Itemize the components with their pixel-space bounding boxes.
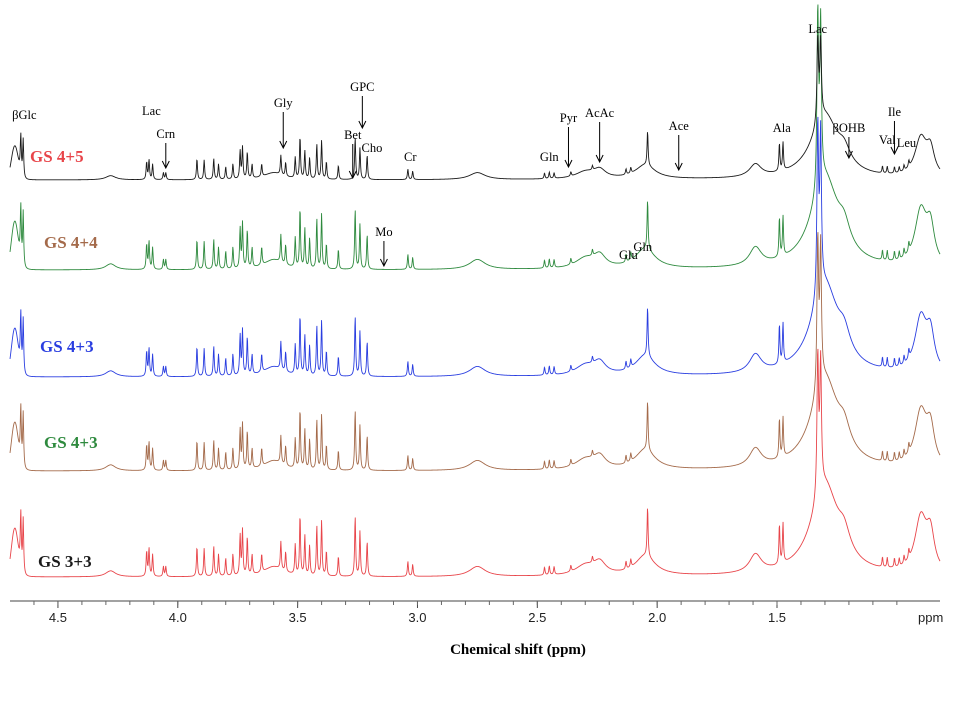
peak-label: Cr	[404, 150, 417, 164]
peak-arrow	[161, 143, 170, 170]
x-unit-label: ppm	[918, 610, 943, 625]
peak-label: GPC	[350, 80, 374, 94]
peak-label: Bet	[344, 128, 362, 142]
series-label: GS 4+3	[44, 433, 98, 452]
spectrum-trace	[9, 35, 941, 181]
peak-arrow	[595, 122, 604, 164]
peak-label: AcAc	[585, 106, 615, 120]
peak-label: Gln	[633, 240, 653, 254]
peak-label: Val	[879, 133, 896, 147]
x-tick-label: 4.0	[169, 610, 187, 625]
peak-arrow	[674, 135, 683, 172]
peak-label: Cho	[362, 141, 383, 155]
series-label: GS 3+3	[38, 552, 92, 571]
x-tick-label: 2.5	[528, 610, 546, 625]
x-tick-label: 4.5	[49, 610, 67, 625]
series-labels: GS 4+5 GS 4+4 GS 4+3 GS 4+3 GS 3+3	[30, 147, 98, 571]
spectrum-trace	[9, 4, 941, 271]
peak-arrow	[890, 121, 899, 156]
peak-arrow	[379, 241, 388, 268]
peak-arrow	[564, 127, 573, 169]
peak-arrow	[348, 144, 357, 180]
x-tick-label: 2.0	[648, 610, 666, 625]
peak-arrow	[844, 137, 853, 160]
peak-label: Gln	[540, 150, 560, 164]
peak-label: Crn	[156, 127, 176, 141]
x-tick-label: 1.5	[768, 610, 786, 625]
peak-arrow	[358, 96, 367, 130]
peak-label: Mo	[375, 225, 392, 239]
x-tick-label: 3.5	[289, 610, 307, 625]
peak-label: Pyr	[560, 111, 578, 125]
peak-label: Leu	[897, 136, 917, 150]
peak-label: Glu	[619, 248, 639, 262]
peak-label: Gly	[274, 96, 294, 110]
peak-label: Ala	[773, 121, 792, 135]
spectrum-trace	[9, 232, 941, 472]
peak-label: Ile	[888, 105, 902, 119]
spectrum-trace	[9, 348, 941, 578]
spectra-traces	[9, 4, 941, 578]
x-axis-title: Chemical shift (ppm)	[450, 642, 586, 658]
peak-label: βGlc	[12, 108, 37, 122]
series-label: GS 4+3	[40, 337, 94, 356]
x-axis: 4.5 4.0 3.5 3.0 2.5 2.0 1.5 ppm	[10, 600, 943, 625]
peak-arrow	[279, 112, 288, 150]
x-axis-ticks: 4.5 4.0 3.5 3.0 2.5 2.0 1.5	[33, 601, 898, 625]
peak-label: Ace	[669, 119, 690, 133]
peak-label: βOHB	[833, 121, 866, 135]
spectrum-trace	[9, 116, 941, 378]
peak-label: Lac	[808, 22, 827, 36]
peak-label: Lac	[142, 104, 161, 118]
x-tick-label: 3.0	[408, 610, 426, 625]
series-label: GS 4+4	[44, 233, 98, 252]
series-label: GS 4+5	[30, 147, 84, 166]
